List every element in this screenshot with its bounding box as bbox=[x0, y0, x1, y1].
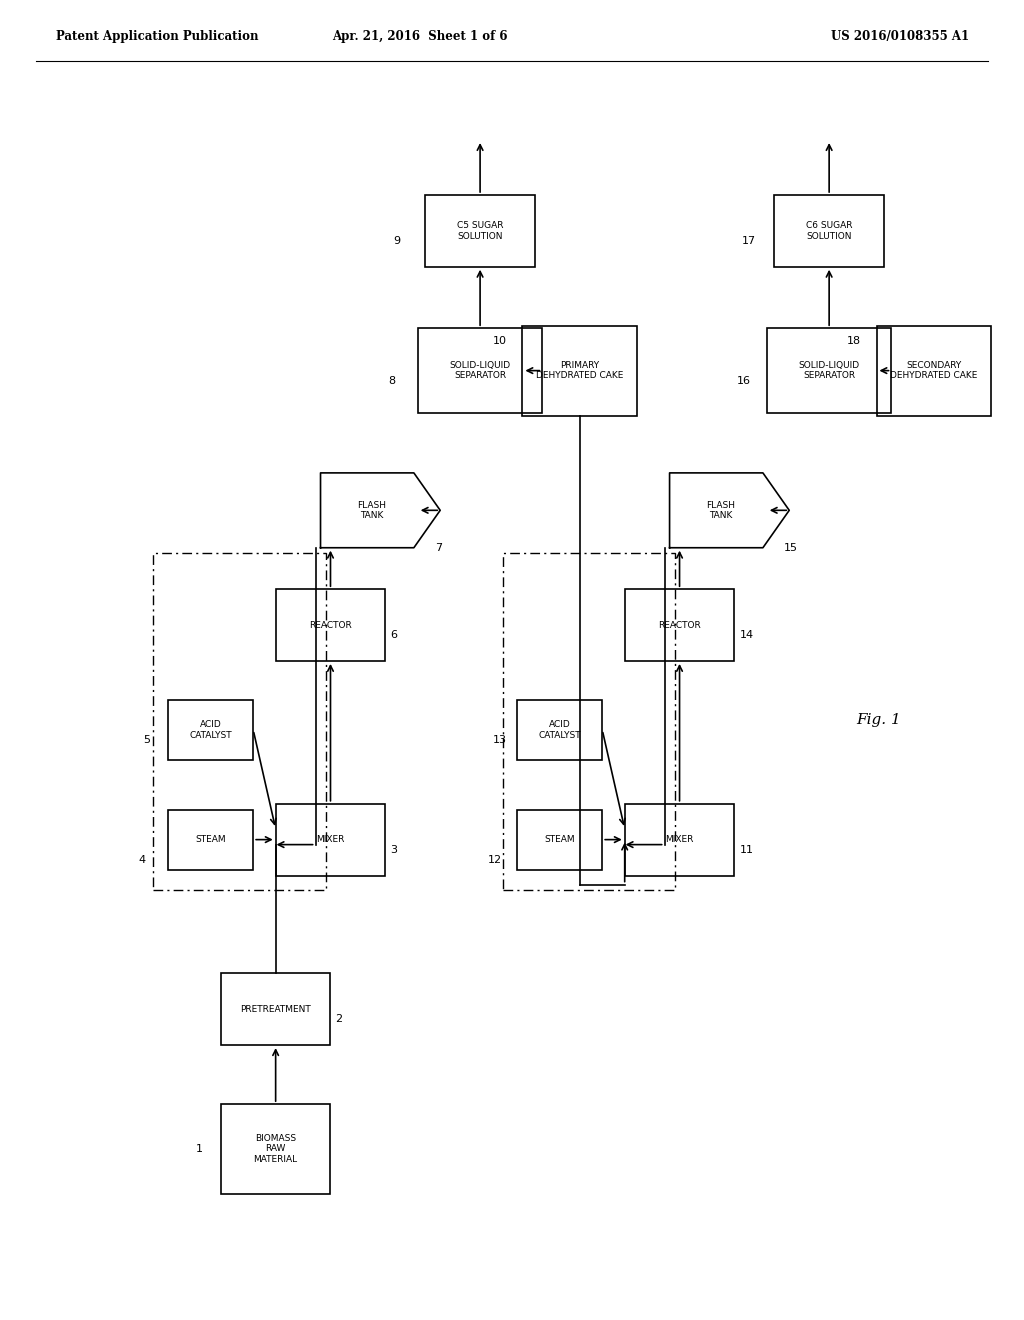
Text: 6: 6 bbox=[390, 630, 397, 640]
Text: 8: 8 bbox=[388, 376, 395, 385]
Bar bbox=[154, 553, 326, 890]
Text: 17: 17 bbox=[741, 236, 756, 246]
Text: SOLID-LIQUID
SEPARATOR: SOLID-LIQUID SEPARATOR bbox=[450, 360, 511, 380]
Text: Patent Application Publication: Patent Application Publication bbox=[56, 30, 259, 42]
Bar bbox=[275, 589, 385, 661]
Text: 16: 16 bbox=[737, 376, 751, 385]
Text: SOLID-LIQUID
SEPARATOR: SOLID-LIQUID SEPARATOR bbox=[799, 360, 860, 380]
Bar bbox=[503, 553, 675, 890]
Text: 15: 15 bbox=[784, 544, 799, 553]
Text: MIXER: MIXER bbox=[666, 836, 693, 843]
Text: 2: 2 bbox=[336, 1014, 343, 1024]
Bar bbox=[767, 329, 892, 413]
Bar bbox=[517, 700, 602, 760]
Text: 9: 9 bbox=[393, 236, 400, 246]
Text: ACID
CATALYST: ACID CATALYST bbox=[189, 721, 232, 739]
Bar bbox=[221, 1104, 331, 1193]
Bar bbox=[221, 973, 331, 1045]
Text: 13: 13 bbox=[493, 735, 507, 744]
Bar bbox=[168, 700, 253, 760]
Text: 18: 18 bbox=[847, 335, 861, 346]
Text: STEAM: STEAM bbox=[196, 836, 226, 843]
Text: 5: 5 bbox=[143, 735, 151, 744]
Bar bbox=[522, 326, 637, 416]
Text: FLASH
TANK: FLASH TANK bbox=[707, 500, 735, 520]
Text: FLASH
TANK: FLASH TANK bbox=[357, 500, 386, 520]
Bar bbox=[275, 804, 385, 875]
Text: 11: 11 bbox=[739, 845, 754, 854]
Text: 3: 3 bbox=[390, 845, 397, 854]
Text: US 2016/0108355 A1: US 2016/0108355 A1 bbox=[830, 30, 969, 42]
Text: 4: 4 bbox=[138, 854, 145, 865]
Text: 1: 1 bbox=[196, 1144, 203, 1154]
Text: REACTOR: REACTOR bbox=[658, 620, 700, 630]
Text: C6 SUGAR
SOLUTION: C6 SUGAR SOLUTION bbox=[806, 222, 852, 240]
Text: ACID
CATALYST: ACID CATALYST bbox=[539, 721, 582, 739]
Bar bbox=[877, 326, 991, 416]
Bar bbox=[168, 809, 253, 870]
Text: BIOMASS
RAW
MATERIAL: BIOMASS RAW MATERIAL bbox=[254, 1134, 298, 1164]
Text: Fig. 1: Fig. 1 bbox=[857, 713, 901, 727]
Text: 10: 10 bbox=[493, 335, 507, 346]
Text: PRIMARY
DEHYDRATED CAKE: PRIMARY DEHYDRATED CAKE bbox=[537, 360, 624, 380]
Text: Apr. 21, 2016  Sheet 1 of 6: Apr. 21, 2016 Sheet 1 of 6 bbox=[333, 30, 508, 42]
Text: 12: 12 bbox=[487, 854, 502, 865]
Bar bbox=[517, 809, 602, 870]
Bar bbox=[625, 589, 734, 661]
Bar bbox=[774, 195, 884, 267]
Bar bbox=[425, 195, 535, 267]
Text: REACTOR: REACTOR bbox=[309, 620, 352, 630]
Text: PRETREATMENT: PRETREATMENT bbox=[241, 1005, 311, 1014]
Bar bbox=[418, 329, 543, 413]
Text: 7: 7 bbox=[435, 544, 442, 553]
Text: MIXER: MIXER bbox=[316, 836, 345, 843]
Text: SECONDARY
DEHYDRATED CAKE: SECONDARY DEHYDRATED CAKE bbox=[890, 360, 978, 380]
Text: 14: 14 bbox=[739, 630, 754, 640]
Text: STEAM: STEAM bbox=[545, 836, 575, 843]
Bar bbox=[625, 804, 734, 875]
Text: C5 SUGAR
SOLUTION: C5 SUGAR SOLUTION bbox=[457, 222, 504, 240]
